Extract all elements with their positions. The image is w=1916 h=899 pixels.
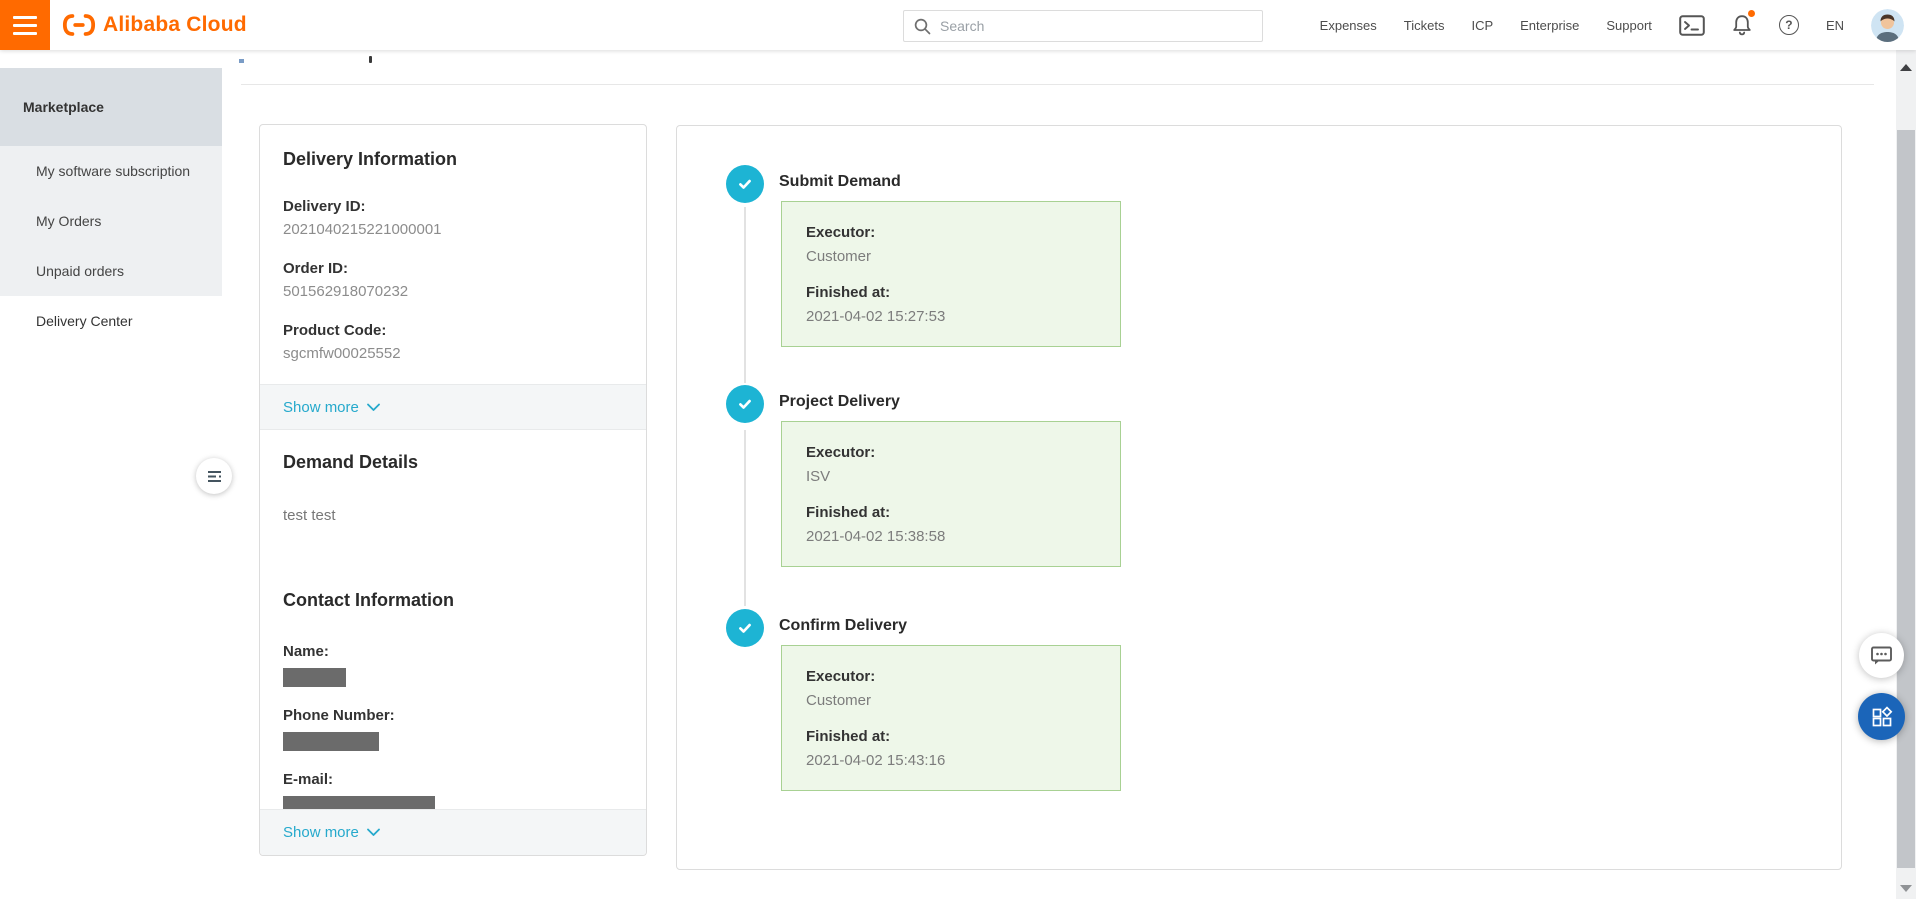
- sidebar-item-my-orders[interactable]: My Orders: [0, 196, 222, 246]
- executor-value: ISV: [806, 468, 831, 485]
- field-value: sgcmfw00025552: [283, 345, 401, 362]
- notification-dot: [1747, 10, 1755, 17]
- sidebar-item-label: Delivery Center: [36, 313, 133, 329]
- step-title: Project Delivery: [779, 393, 900, 410]
- language-selector[interactable]: EN: [1825, 17, 1844, 33]
- field-label: Order ID:: [283, 260, 349, 277]
- demand-details-text: test test: [283, 507, 336, 524]
- step-details-box: Executor: Customer Finished at: 2021-04-…: [781, 645, 1121, 791]
- search-box[interactable]: [903, 10, 1263, 42]
- field-label: Delivery ID:: [283, 198, 366, 215]
- sidebar-item-delivery-center[interactable]: Delivery Center: [0, 296, 222, 346]
- step-title: Submit Demand: [779, 173, 901, 190]
- hamburger-menu-button[interactable]: [0, 0, 50, 50]
- finished-at-label: Finished at:: [806, 284, 891, 301]
- help-icon: ?: [1778, 15, 1799, 35]
- field-product-code: Product Code: sgcmfw00025552: [283, 322, 623, 362]
- executor-value: Customer: [806, 248, 872, 265]
- nav-expenses[interactable]: Expenses: [1319, 17, 1377, 33]
- search-input[interactable]: [940, 18, 1252, 34]
- scrollbar-thumb[interactable]: [1897, 130, 1915, 868]
- field-delivery-id: Delivery ID: 2021040215221000001: [283, 198, 623, 238]
- finished-at-value: 2021-04-02 15:27:53: [806, 308, 946, 325]
- vertical-scrollbar[interactable]: [1896, 50, 1916, 899]
- field-value: 501562918070232: [283, 283, 409, 300]
- finished-at-label: Finished at:: [806, 728, 891, 745]
- contact-email-label: E-mail:: [283, 771, 334, 788]
- notifications-button[interactable]: [1732, 10, 1755, 36]
- step-details-box: Executor: ISV Finished at: 2021-04-02 15…: [781, 421, 1121, 567]
- show-more-delivery-info[interactable]: Show more: [260, 384, 646, 430]
- show-more-contact-info[interactable]: Show more: [260, 809, 646, 855]
- delivery-information-card: Delivery Information Delivery ID: 202104…: [259, 124, 647, 856]
- avatar[interactable]: [1871, 8, 1904, 42]
- help-button[interactable]: ?: [1778, 15, 1799, 35]
- scrollbar-down-arrow[interactable]: [1900, 885, 1912, 892]
- contact-information-title: Contact Information: [283, 590, 454, 610]
- delivery-timeline-card: Submit Demand Executor: Customer Finishe…: [676, 125, 1842, 870]
- brand-name: Alibaba Cloud: [103, 13, 247, 36]
- field-value: 2021040215221000001: [283, 221, 442, 238]
- contact-phone-redacted-value: [283, 732, 379, 751]
- timeline-connector: [744, 430, 746, 606]
- sidebar-item-label: My Orders: [36, 213, 102, 229]
- brand-logo[interactable]: Alibaba Cloud: [62, 0, 247, 50]
- sidebar-item-label: Unpaid orders: [36, 263, 124, 279]
- sidebar-item-unpaid-orders[interactable]: Unpaid orders: [0, 246, 222, 296]
- executor-label: Executor:: [806, 668, 876, 685]
- mini-apps-button[interactable]: [1858, 693, 1905, 740]
- contact-name-redacted-value: [283, 668, 346, 687]
- bell-icon: [1733, 15, 1751, 36]
- nav-tickets[interactable]: Tickets: [1403, 17, 1445, 33]
- show-more-label: Show more: [283, 824, 359, 841]
- scrolled-text-remnant: [369, 56, 372, 63]
- demand-details-title: Demand Details: [283, 452, 419, 472]
- console-icon: [1679, 14, 1705, 36]
- sidebar: Marketplace My software subscription My …: [0, 50, 232, 899]
- chat-bubble-icon: [1871, 646, 1892, 665]
- delivery-information-title: Delivery Information: [283, 149, 458, 169]
- step-done-check-icon: [726, 385, 764, 423]
- console-button[interactable]: [1679, 14, 1705, 36]
- finished-at-value: 2021-04-02 15:38:58: [806, 528, 946, 545]
- step-done-check-icon: [726, 609, 764, 647]
- nav-icp[interactable]: ICP: [1471, 17, 1494, 33]
- hamburger-menu-icon: [13, 15, 37, 19]
- apps-grid-icon: [1872, 705, 1892, 726]
- field-order-id: Order ID: 501562918070232: [283, 260, 623, 300]
- scrollbar-up-arrow[interactable]: [1900, 64, 1912, 71]
- sidebar-item-my-software-subscription[interactable]: My software subscription: [0, 146, 222, 196]
- main-content: Delivery Information Delivery ID: 202104…: [222, 50, 1896, 899]
- field-label: Product Code:: [283, 322, 387, 339]
- sidebar-menu: My software subscription My Orders Unpai…: [0, 146, 222, 346]
- top-nav: Expenses Tickets ICP Enterprise Support: [1320, 0, 1916, 50]
- finished-at-label: Finished at:: [806, 504, 891, 521]
- top-header: Alibaba Cloud Expenses Tickets ICP Enter…: [0, 0, 1916, 50]
- nav-enterprise[interactable]: Enterprise: [1520, 17, 1580, 33]
- contact-phone-label: Phone Number:: [283, 707, 395, 724]
- step-title: Confirm Delivery: [779, 617, 908, 634]
- scrolled-text-remnant: [239, 59, 244, 63]
- step-done-check-icon: [726, 165, 764, 203]
- executor-value: Customer: [806, 692, 872, 709]
- show-more-label: Show more: [283, 398, 359, 416]
- finished-at-value: 2021-04-02 15:43:16: [806, 752, 946, 769]
- search-icon: [914, 18, 931, 34]
- sidebar-section-title: Marketplace: [0, 68, 222, 146]
- chevron-down-icon: [366, 403, 380, 411]
- content-divider: [241, 84, 1874, 85]
- contact-name-label: Name:: [283, 643, 329, 660]
- feedback-chat-button[interactable]: [1859, 633, 1904, 678]
- chevron-down-icon: [366, 828, 380, 836]
- step-details-box: Executor: Customer Finished at: 2021-04-…: [781, 201, 1121, 347]
- timeline-connector: [744, 207, 746, 383]
- sidebar-collapse-handle[interactable]: [196, 458, 232, 494]
- executor-label: Executor:: [806, 444, 876, 461]
- executor-label: Executor:: [806, 224, 876, 241]
- sidebar-item-label: My software subscription: [36, 163, 191, 179]
- brand-logo-icon: [62, 14, 96, 36]
- nav-support[interactable]: Support: [1606, 17, 1652, 33]
- collapse-icon: [207, 470, 221, 482]
